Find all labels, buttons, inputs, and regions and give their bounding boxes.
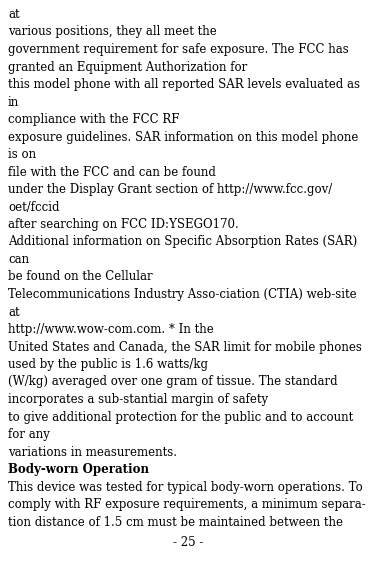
Text: variations in measurements.: variations in measurements.: [8, 446, 177, 459]
Text: government requirement for safe exposure. The FCC has: government requirement for safe exposure…: [8, 43, 349, 56]
Text: to give additional protection for the public and to account: to give additional protection for the pu…: [8, 411, 353, 424]
Text: file with the FCC and can be found: file with the FCC and can be found: [8, 165, 216, 178]
Text: exposure guidelines. SAR information on this model phone: exposure guidelines. SAR information on …: [8, 130, 359, 143]
Text: This device was tested for typical body-worn operations. To: This device was tested for typical body-…: [8, 481, 363, 494]
Text: in: in: [8, 95, 19, 108]
Text: Body-worn Operation: Body-worn Operation: [8, 463, 149, 476]
Text: at: at: [8, 8, 20, 21]
Text: various positions, they all meet the: various positions, they all meet the: [8, 25, 217, 38]
Text: compliance with the FCC RF: compliance with the FCC RF: [8, 113, 179, 126]
Text: can: can: [8, 253, 29, 266]
Text: is on: is on: [8, 148, 36, 161]
Text: oet/fccid: oet/fccid: [8, 200, 60, 214]
Text: (W/kg) averaged over one gram of tissue. The standard: (W/kg) averaged over one gram of tissue.…: [8, 376, 338, 389]
Text: under the Display Grant section of http://www.fcc.gov/: under the Display Grant section of http:…: [8, 183, 332, 196]
Text: tion distance of 1.5 cm must be maintained between the: tion distance of 1.5 cm must be maintain…: [8, 515, 343, 528]
Text: granted an Equipment Authorization for: granted an Equipment Authorization for: [8, 60, 247, 73]
Text: used by the public is 1.6 watts/kg: used by the public is 1.6 watts/kg: [8, 358, 208, 371]
Text: be found on the Cellular: be found on the Cellular: [8, 271, 153, 284]
Text: Additional information on Specific Absorption Rates (SAR): Additional information on Specific Absor…: [8, 236, 357, 249]
Text: this model phone with all reported SAR levels evaluated as: this model phone with all reported SAR l…: [8, 78, 360, 91]
Text: Telecommunications Industry Asso-ciation (CTIA) web-site: Telecommunications Industry Asso-ciation…: [8, 288, 357, 301]
Text: comply with RF exposure requirements, a minimum separa-: comply with RF exposure requirements, a …: [8, 498, 366, 511]
Text: - 25 -: - 25 -: [173, 536, 204, 549]
Text: http://www.wow-com.com. * In the: http://www.wow-com.com. * In the: [8, 323, 214, 336]
Text: incorporates a sub-stantial margin of safety: incorporates a sub-stantial margin of sa…: [8, 393, 268, 406]
Text: for any: for any: [8, 428, 50, 441]
Text: after searching on FCC ID:YSEGO170.: after searching on FCC ID:YSEGO170.: [8, 218, 239, 231]
Text: United States and Canada, the SAR limit for mobile phones: United States and Canada, the SAR limit …: [8, 341, 362, 354]
Text: at: at: [8, 306, 20, 319]
